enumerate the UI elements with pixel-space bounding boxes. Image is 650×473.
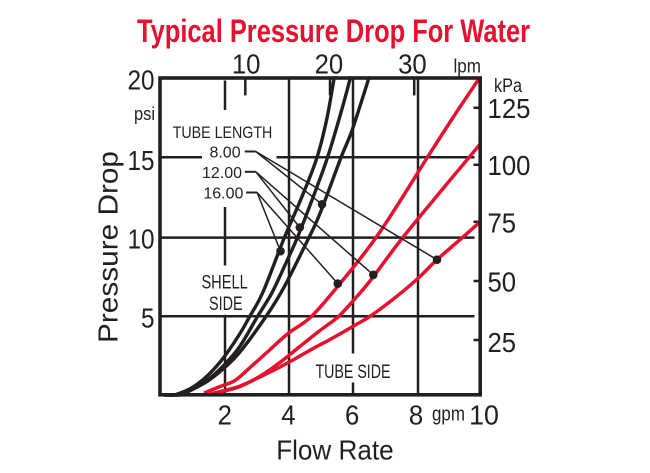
svg-text:4: 4 bbox=[281, 399, 295, 430]
svg-text:6: 6 bbox=[345, 399, 359, 430]
svg-text:15: 15 bbox=[128, 145, 155, 176]
svg-text:Flow Rate: Flow Rate bbox=[276, 434, 393, 465]
svg-text:Pressure Drop: Pressure Drop bbox=[93, 151, 124, 343]
svg-text:20: 20 bbox=[315, 49, 344, 80]
svg-text:2: 2 bbox=[218, 399, 232, 430]
svg-text:25: 25 bbox=[488, 327, 517, 358]
svg-text:50: 50 bbox=[488, 266, 517, 297]
svg-text:30: 30 bbox=[398, 49, 427, 80]
svg-text:16.00: 16.00 bbox=[203, 186, 243, 203]
svg-text:gpm: gpm bbox=[432, 404, 465, 426]
svg-text:20: 20 bbox=[128, 65, 155, 96]
svg-text:10: 10 bbox=[232, 49, 261, 80]
svg-text:kPa: kPa bbox=[494, 76, 522, 97]
svg-text:SHELL: SHELL bbox=[201, 273, 247, 294]
svg-text:10: 10 bbox=[469, 399, 499, 430]
svg-text:125: 125 bbox=[488, 93, 531, 124]
svg-text:SIDE: SIDE bbox=[209, 294, 243, 315]
svg-text:12.00: 12.00 bbox=[202, 165, 242, 182]
svg-text:75: 75 bbox=[488, 207, 517, 238]
svg-text:psi: psi bbox=[134, 104, 155, 124]
svg-text:5: 5 bbox=[141, 303, 155, 334]
svg-text:8.00: 8.00 bbox=[209, 144, 240, 161]
svg-text:Typical Pressure Drop For Wate: Typical Pressure Drop For Water bbox=[137, 13, 530, 49]
svg-text:10: 10 bbox=[128, 224, 155, 255]
svg-text:8: 8 bbox=[409, 399, 423, 430]
svg-text:lpm: lpm bbox=[454, 57, 482, 78]
svg-text:100: 100 bbox=[488, 150, 531, 181]
svg-text:TUBE SIDE: TUBE SIDE bbox=[316, 362, 391, 383]
svg-text:TUBE LENGTH: TUBE LENGTH bbox=[173, 123, 273, 142]
